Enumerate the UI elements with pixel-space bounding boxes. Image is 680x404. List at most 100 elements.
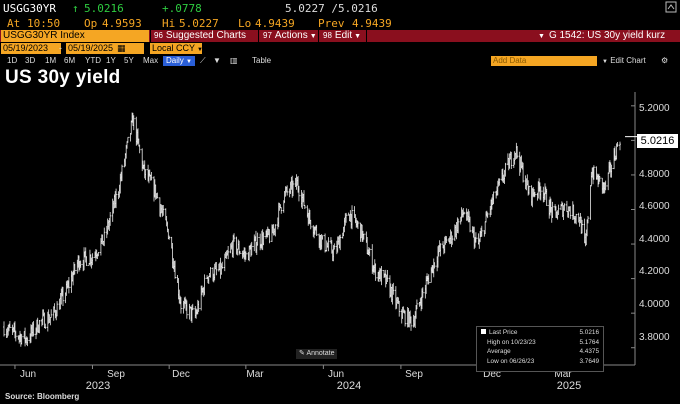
- price-bar: [526, 174, 529, 186]
- index-field[interactable]: USGG30YR Index: [1, 30, 149, 42]
- price-bar: [536, 192, 539, 201]
- price-bar: [395, 297, 398, 309]
- price-bar: [313, 226, 316, 239]
- low-label: Lo: [238, 17, 252, 30]
- price-bar: [515, 142, 518, 159]
- price-bar: [453, 224, 456, 241]
- ticker-symbol[interactable]: USGG30YR: [3, 2, 56, 15]
- price-bar: [244, 247, 247, 262]
- price-bar: [129, 132, 132, 142]
- settings-icon[interactable]: [665, 1, 677, 16]
- price-bar: [427, 274, 430, 285]
- price-bar: [20, 334, 23, 345]
- range-ytd[interactable]: YTD: [85, 56, 101, 65]
- price-bar: [56, 301, 59, 317]
- price-bar: [36, 317, 39, 333]
- price-bar: [31, 322, 34, 337]
- actions-menu[interactable]: 97 Actions ▼: [263, 30, 317, 43]
- range-1d[interactable]: 1D: [7, 56, 18, 65]
- price-bar: [327, 237, 330, 252]
- frequency-select[interactable]: Daily ▼: [163, 56, 195, 66]
- price-bar: [401, 306, 404, 319]
- price-bar: [12, 327, 15, 333]
- price-bar: [461, 209, 464, 218]
- edit-chart-button[interactable]: ▼ Edit Chart: [602, 56, 646, 65]
- actions-icon: 97: [263, 31, 272, 40]
- price-bar: [463, 211, 466, 215]
- price-bar: [138, 144, 141, 154]
- add-data-input[interactable]: Add Data: [491, 56, 597, 66]
- range-1m[interactable]: 1M: [45, 56, 57, 65]
- chevron-down-icon: ▼: [197, 47, 203, 53]
- price-bar: [291, 175, 294, 198]
- price-bar: [332, 245, 335, 262]
- range-max[interactable]: Max: [143, 56, 159, 65]
- price-bar: [554, 206, 557, 218]
- price-bar: [285, 186, 288, 193]
- price-bar: [455, 222, 458, 240]
- bar-chart-icon[interactable]: ▥: [230, 56, 238, 65]
- range-3d[interactable]: 3D: [25, 56, 36, 65]
- price-bar: [236, 248, 239, 256]
- price-bar: [219, 257, 222, 279]
- price-bar: [604, 180, 607, 191]
- price-bar: [492, 191, 495, 205]
- price-bar: [544, 186, 547, 194]
- last-value-tag: 5.0216: [637, 134, 678, 148]
- price-bar: [119, 173, 122, 194]
- price-bar: [421, 287, 424, 298]
- price-bar: [579, 213, 582, 224]
- price-bar: [563, 203, 566, 211]
- price-bar: [284, 186, 287, 197]
- range-5y[interactable]: 5Y: [124, 56, 134, 65]
- price-bar: [548, 199, 551, 219]
- annotate-button[interactable]: ✎ Annotate: [296, 349, 338, 359]
- price-bar: [447, 238, 450, 243]
- chart-name[interactable]: ▼ G 1542: US 30y yield kurz: [538, 30, 666, 41]
- price-bar: [479, 227, 482, 237]
- suggested-charts-button[interactable]: 96 Suggested Charts: [154, 30, 246, 42]
- price-bar: [342, 226, 345, 237]
- chart-options-icon[interactable]: ⚙: [661, 56, 669, 65]
- price-bar: [59, 293, 62, 310]
- price-bar: [166, 221, 169, 233]
- price-bar: [52, 306, 55, 321]
- price-bar: [501, 169, 504, 181]
- price-bar: [490, 199, 493, 216]
- price-bar: [53, 303, 56, 313]
- price-bar: [407, 308, 410, 328]
- price-bar: [38, 319, 41, 334]
- price-bar: [378, 267, 381, 279]
- price-bar: [225, 250, 228, 259]
- currency-select[interactable]: Local CCY ▼: [150, 43, 203, 54]
- range-6m[interactable]: 6M: [64, 56, 76, 65]
- suggested-charts-icon: 96: [154, 31, 163, 40]
- start-date-input[interactable]: 05/19/2023: [1, 43, 61, 54]
- price-bar: [173, 261, 176, 272]
- price-bar: [306, 205, 309, 218]
- price-bar: [174, 260, 177, 279]
- price-bar: [519, 156, 522, 173]
- price-bar: [256, 232, 259, 246]
- price-bar: [165, 215, 168, 227]
- line-chart-icon[interactable]: ⟋: [200, 56, 206, 65]
- price-bar: [584, 233, 587, 247]
- price-bar: [179, 295, 182, 305]
- price-bar: [136, 129, 139, 145]
- price-bar: [235, 236, 238, 255]
- legend-average-value: 4.4375: [579, 348, 599, 355]
- prev-label: Prev: [318, 17, 345, 30]
- end-date-input[interactable]: 05/19/2025 ▦: [66, 43, 144, 54]
- price-bar: [64, 292, 67, 304]
- price-bar: [580, 216, 583, 235]
- price-bar: [126, 141, 129, 149]
- table-button[interactable]: Table: [252, 56, 272, 65]
- price-bar: [35, 319, 38, 335]
- price-bar: [613, 148, 616, 170]
- range-1y[interactable]: 1Y: [106, 56, 116, 65]
- price-bar: [347, 212, 350, 216]
- edit-menu[interactable]: 98 Edit ▼: [323, 30, 361, 43]
- price-bar: [107, 220, 110, 230]
- chevron-down-icon[interactable]: ▼: [213, 56, 221, 65]
- price-bar: [451, 235, 454, 245]
